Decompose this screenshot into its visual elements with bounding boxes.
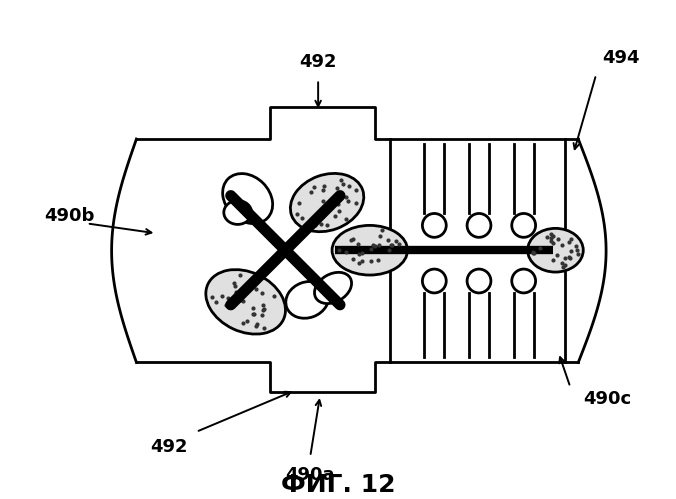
Text: 492: 492 — [299, 52, 337, 70]
Text: 492: 492 — [151, 438, 188, 456]
Circle shape — [467, 214, 491, 238]
Text: ФИГ. 12: ФИГ. 12 — [281, 473, 395, 497]
Ellipse shape — [286, 281, 329, 318]
Ellipse shape — [332, 226, 408, 275]
Ellipse shape — [291, 174, 364, 232]
Circle shape — [422, 214, 446, 238]
Ellipse shape — [224, 201, 251, 225]
Circle shape — [422, 269, 446, 293]
Ellipse shape — [314, 272, 352, 303]
Text: 490c: 490c — [583, 390, 631, 408]
Ellipse shape — [222, 174, 272, 224]
Circle shape — [467, 269, 491, 293]
Ellipse shape — [206, 269, 285, 334]
Text: 490a: 490a — [285, 466, 335, 484]
Circle shape — [512, 214, 535, 238]
Circle shape — [512, 269, 535, 293]
Text: 494: 494 — [602, 48, 639, 66]
Ellipse shape — [528, 229, 583, 272]
Text: 490b: 490b — [44, 208, 95, 226]
